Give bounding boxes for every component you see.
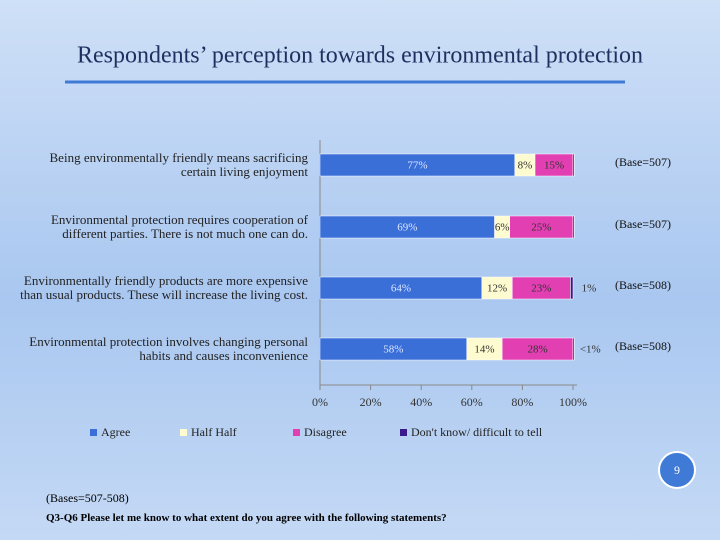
x-tick-label: 0% <box>312 395 328 409</box>
legend-label: Disagree <box>304 425 347 439</box>
question: Q3-Q6 Please let me know to what extent … <box>46 512 447 524</box>
legend-swatch <box>90 429 97 436</box>
legend-label: Half Half <box>191 425 237 439</box>
base-annotation: (Base=508) <box>615 339 671 353</box>
bases-note: (Bases=507-508) <box>46 491 129 505</box>
page-badge <box>658 451 696 489</box>
value-label: 28% <box>527 344 547 356</box>
slide-title: Respondents’ perception towards environm… <box>77 43 643 69</box>
value-label: 1% <box>582 283 597 295</box>
x-tick-label: 20% <box>360 395 382 409</box>
value-label: <1% <box>580 344 601 356</box>
base-annotation: (Base=507) <box>615 155 671 169</box>
legend-label: Don't know/ difficult to tell <box>411 425 543 439</box>
legend-swatch <box>180 429 187 436</box>
legend-label: Agree <box>101 425 130 439</box>
value-label: 14% <box>474 344 494 356</box>
x-tick-label: 60% <box>461 395 483 409</box>
legend-swatch <box>400 429 407 436</box>
value-label: 25% <box>531 222 551 234</box>
x-tick-label: 80% <box>511 395 533 409</box>
category-label: Environmentally friendly products are mo… <box>20 273 308 302</box>
value-label: 69% <box>397 222 417 234</box>
bar-segment <box>572 153 575 177</box>
legend-swatch <box>293 429 300 436</box>
page-number: 9 <box>674 463 680 477</box>
value-label: 58% <box>383 344 403 356</box>
value-label: 8% <box>518 160 533 172</box>
value-label: 12% <box>487 283 507 295</box>
value-label: 15% <box>544 160 564 172</box>
value-label: 64% <box>391 283 411 295</box>
base-annotation: (Base=508) <box>615 278 671 292</box>
category-label: Environmental protection involves changi… <box>29 334 308 363</box>
bar-segment <box>570 276 574 300</box>
value-label: 77% <box>407 160 427 172</box>
category-label: Environmental protection requires cooper… <box>50 212 308 241</box>
value-label: 23% <box>531 283 551 295</box>
x-tick-label: 100% <box>559 395 587 409</box>
value-label: 6% <box>495 222 510 234</box>
base-annotation: (Base=507) <box>615 217 671 231</box>
bar-segment <box>572 215 575 239</box>
bar-segment <box>572 337 575 361</box>
x-tick-label: 40% <box>410 395 432 409</box>
category-label: Being environmentally friendly means sac… <box>49 150 308 179</box>
